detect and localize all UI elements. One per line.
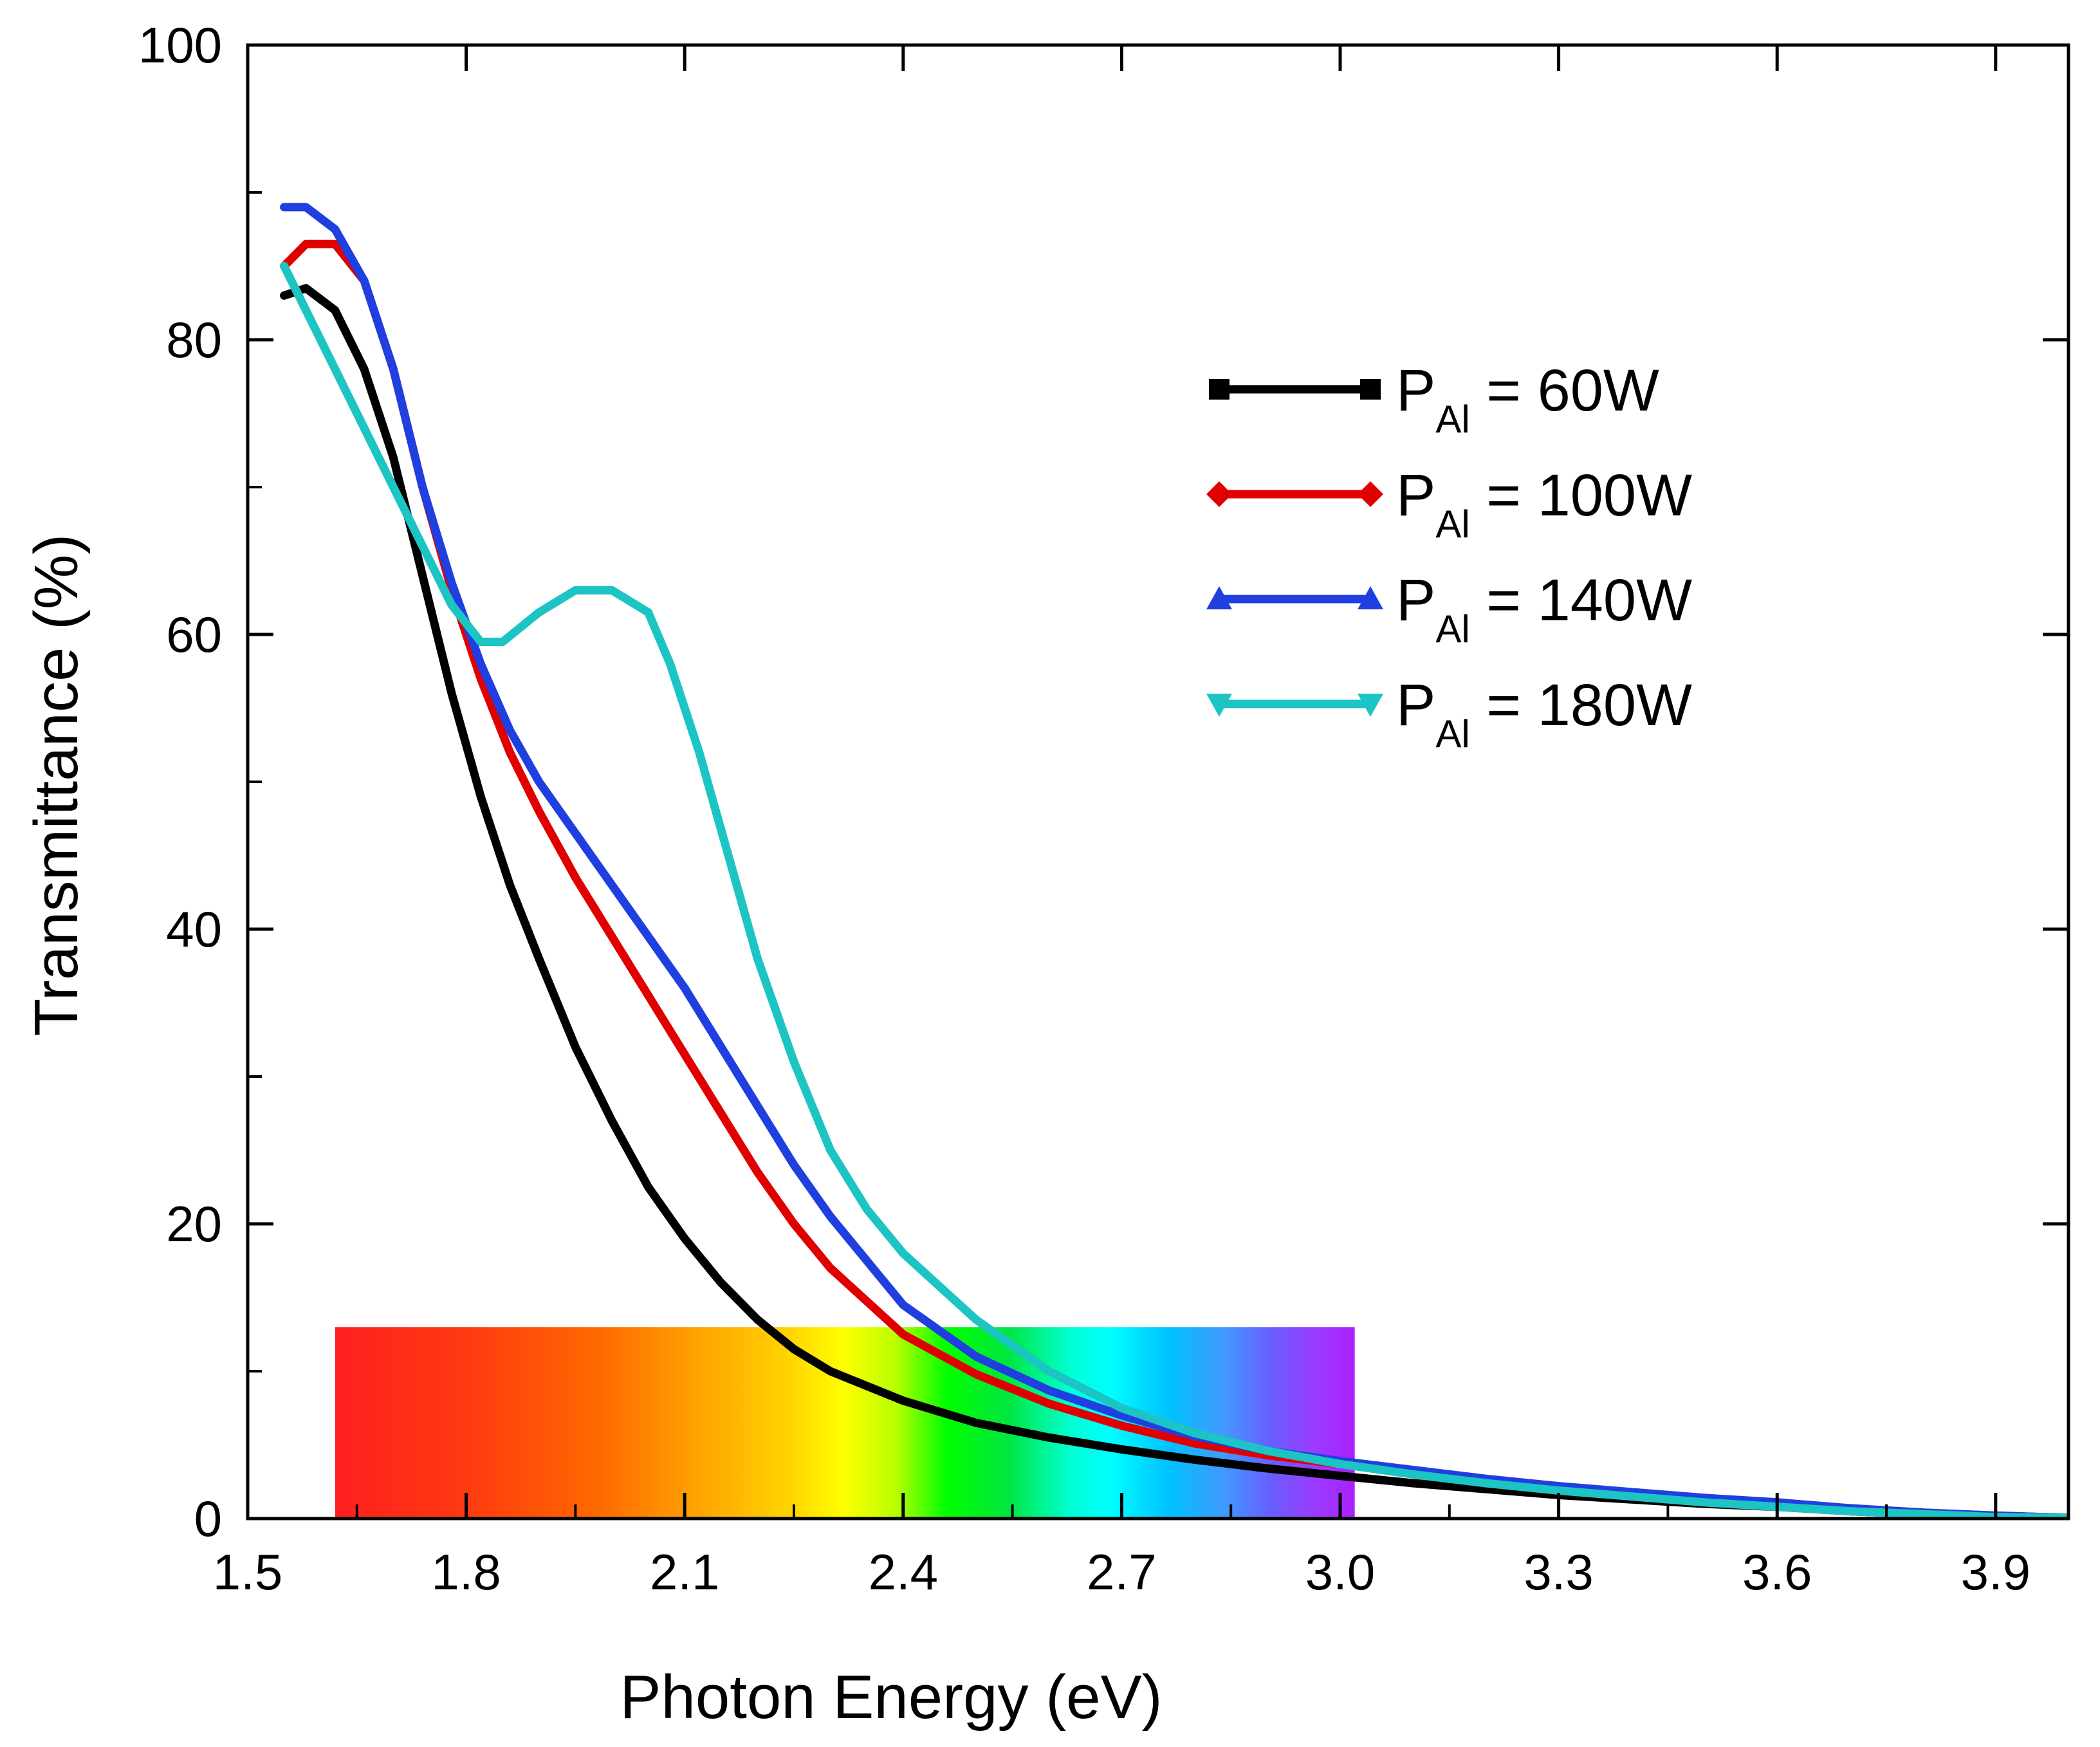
legend-marker (1209, 379, 1230, 400)
legend-marker (1206, 694, 1232, 717)
legend-label: PAl = 60W (1396, 358, 1659, 441)
legend-marker (1358, 694, 1383, 717)
x-tick-label: 2.4 (869, 1544, 938, 1600)
series-line-3 (280, 203, 2068, 1519)
x-tick-label: 1.8 (431, 1544, 501, 1600)
series-line-2 (280, 239, 2068, 1519)
legend-marker (1360, 379, 1381, 400)
series-layer (280, 203, 2068, 1519)
legend-item-3: PAl = 140W (1206, 568, 1692, 651)
y-tick-label: 40 (166, 901, 222, 957)
legend: PAl = 60W PAl = 100W PAl = 140W PAl = 180W (1206, 358, 1692, 755)
legend-label: PAl = 140W (1396, 568, 1692, 651)
legend-item-4: PAl = 180W (1206, 672, 1692, 755)
legend-marker (1358, 586, 1383, 609)
legend-item-1: PAl = 60W (1209, 358, 1659, 441)
x-tick-label: 3.3 (1524, 1544, 1593, 1600)
legend-label: PAl = 100W (1396, 463, 1692, 546)
x-tick-label: 3.9 (1961, 1544, 2031, 1600)
legend-marker (1358, 481, 1383, 507)
legend-marker (1206, 586, 1232, 609)
y-tick-label: 20 (166, 1196, 222, 1252)
axes: 1.5 1.8 2.1 2.4 2.7 3.0 3.3 3.6 3.9 0 20 40 60 80 100 (138, 17, 2070, 1600)
y-tick-label: 60 (166, 606, 222, 663)
x-tick-label: 3.6 (1742, 1544, 1812, 1600)
y-tick-label: 100 (138, 17, 222, 73)
y-axis-title: Transmittance (%) (22, 534, 91, 1037)
legend-marker (1206, 481, 1232, 507)
x-tick-label: 1.5 (213, 1544, 282, 1600)
spectrum-band (335, 1327, 1355, 1519)
x-tick-label: 2.1 (650, 1544, 719, 1600)
y-tick-label: 0 (194, 1490, 222, 1547)
x-axis-title: Photon Energy (eV) (620, 1663, 1162, 1732)
legend-label: PAl = 180W (1396, 672, 1692, 755)
x-tick-label: 2.7 (1087, 1544, 1156, 1600)
legend-item-2: PAl = 100W (1206, 463, 1692, 546)
series-line-4 (280, 262, 2068, 1519)
x-tick-label: 3.0 (1305, 1544, 1375, 1600)
y-tick-label: 80 (166, 311, 222, 368)
